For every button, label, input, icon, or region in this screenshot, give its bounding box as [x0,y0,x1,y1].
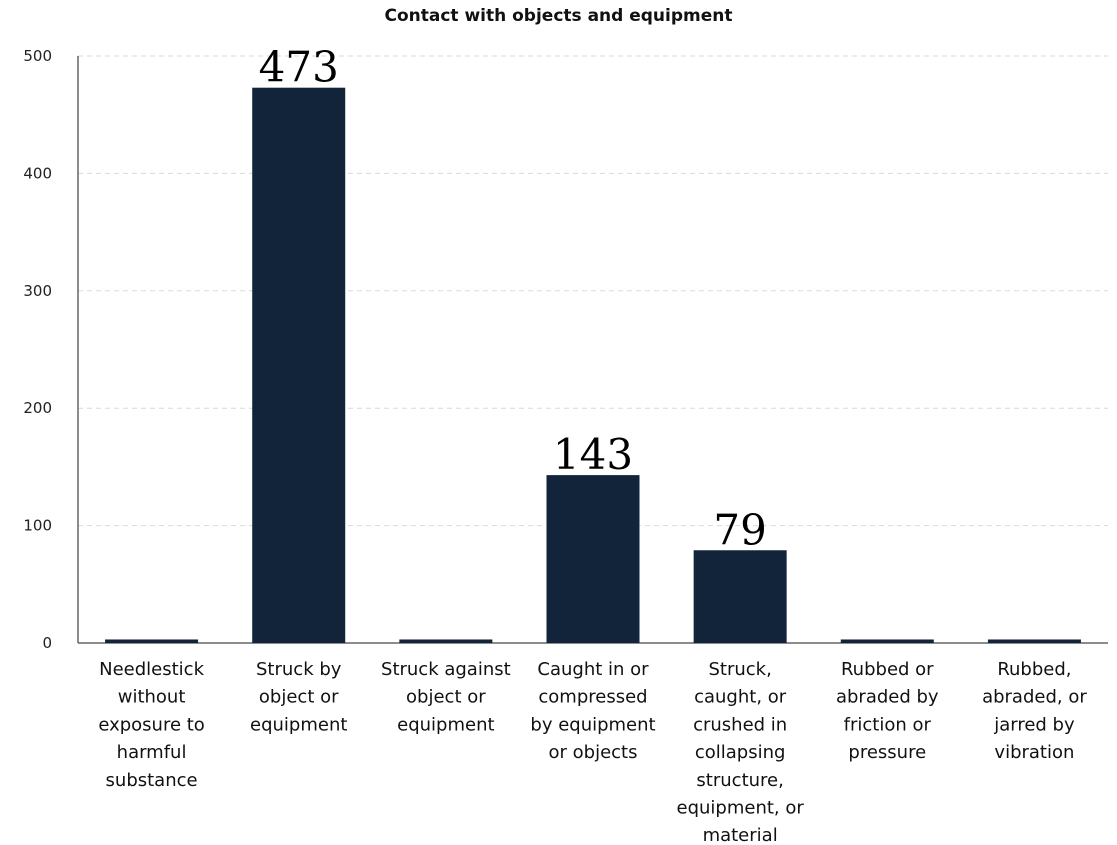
y-tick-label: 100 [23,517,52,535]
bar [105,639,199,643]
x-tick-label: Struck, caught, or crushed in collapsing str… [677,659,805,845]
x-tick-label: Rubbed or abraded by friction or pressure [836,659,939,763]
bar [693,550,787,643]
y-tick-label: 400 [23,164,52,182]
chart-title: Contact with objects and equipment [384,6,733,26]
x-tick-label: Struck by object or equipment [250,659,347,735]
bar [546,475,640,643]
data-label: 79 [713,505,766,554]
bar [252,87,346,643]
x-tick-label: Rubbed, abraded, or jarred by vibration [982,659,1087,763]
data-label: 143 [553,430,633,479]
data-label: 473 [259,43,339,92]
y-tick-label: 300 [23,282,52,300]
y-tick-label: 0 [42,634,52,652]
bar [840,639,934,643]
y-tick-label: 200 [23,399,52,417]
bar [399,639,493,643]
x-tick-label: Struck against object or equipment [381,659,511,735]
y-tick-label: 500 [23,47,52,65]
x-tick-label: Needlestick without exposure to harmful subs… [98,659,205,791]
bar [987,639,1081,643]
x-tick-label: Caught in or compressed by equipment or obj… [530,659,655,763]
